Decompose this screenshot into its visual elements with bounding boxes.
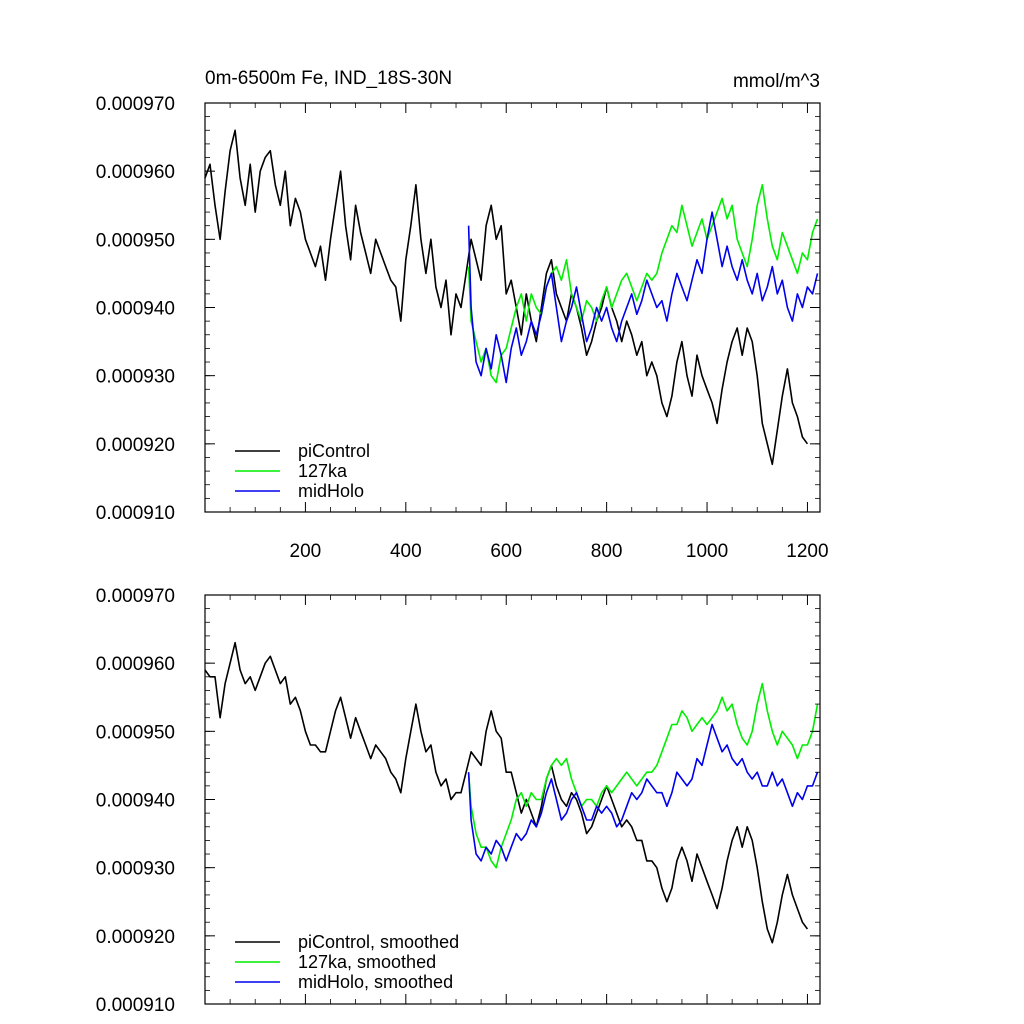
- legend-label-2: midHolo: [298, 481, 364, 501]
- top-panel: 0m-6500m Fe, IND_18S-30N mmol/m^3 0.0009…: [96, 68, 829, 562]
- top-series-lines: [204, 129, 819, 466]
- legend-label-0: piControl: [298, 441, 370, 461]
- x-tick-label: 800: [591, 541, 623, 562]
- x-tick-label: 1000: [686, 541, 728, 562]
- chart-title: 0m-6500m Fe, IND_18S-30N: [205, 68, 452, 89]
- series-line-0: [204, 641, 809, 944]
- units-label: mmol/m^3: [733, 71, 820, 92]
- series-line-1: [467, 682, 819, 869]
- legend-label-1: 127ka, smoothed: [298, 952, 436, 972]
- y-tick-label: 0.000930: [96, 367, 175, 388]
- y-tick-label: 0.000920: [96, 927, 175, 948]
- series-line-2: [467, 723, 819, 862]
- y-tick-label: 0.000970: [96, 94, 175, 115]
- y-tick-label: 0.000960: [96, 162, 175, 183]
- legend-label-0: piControl, smoothed: [298, 932, 459, 952]
- series-line-0: [204, 129, 809, 466]
- x-tick-label: 400: [390, 541, 422, 562]
- series-line-1: [467, 184, 819, 384]
- bottom-plot-frame: [204, 594, 821, 1005]
- bottom-panel: 0.000970 0.000960 0.000950 0.000940 0.000930…: [96, 586, 821, 1016]
- y-tick-label: 0.000950: [96, 722, 175, 743]
- y-tick-label: 0.000910: [96, 995, 175, 1016]
- y-tick-label: 0.000920: [96, 435, 175, 456]
- y-tick-label: 0.000970: [96, 586, 175, 607]
- y-tick-label: 0.000940: [96, 299, 175, 320]
- y-tick-label: 0.000910: [96, 503, 175, 524]
- top-axes: 0.000970 0.000960 0.000950 0.000940 0.000930…: [96, 94, 829, 562]
- bottom-series-lines: [204, 641, 819, 944]
- x-tick-label: 1200: [786, 541, 828, 562]
- legend-label-1: 127ka: [298, 461, 348, 481]
- bottom-axes: 0.000970 0.000960 0.000950 0.000940 0.000930…: [96, 586, 820, 1016]
- series-line-2: [467, 211, 819, 384]
- y-tick-label: 0.000940: [96, 791, 175, 812]
- legend-label-2: midHolo, smoothed: [298, 972, 453, 992]
- y-tick-label: 0.000960: [96, 654, 175, 675]
- y-tick-label: 0.000950: [96, 230, 175, 251]
- x-tick-label: 600: [490, 541, 522, 562]
- top-plot-frame: [204, 102, 821, 513]
- x-tick-label: 200: [290, 541, 322, 562]
- y-tick-label: 0.000930: [96, 859, 175, 880]
